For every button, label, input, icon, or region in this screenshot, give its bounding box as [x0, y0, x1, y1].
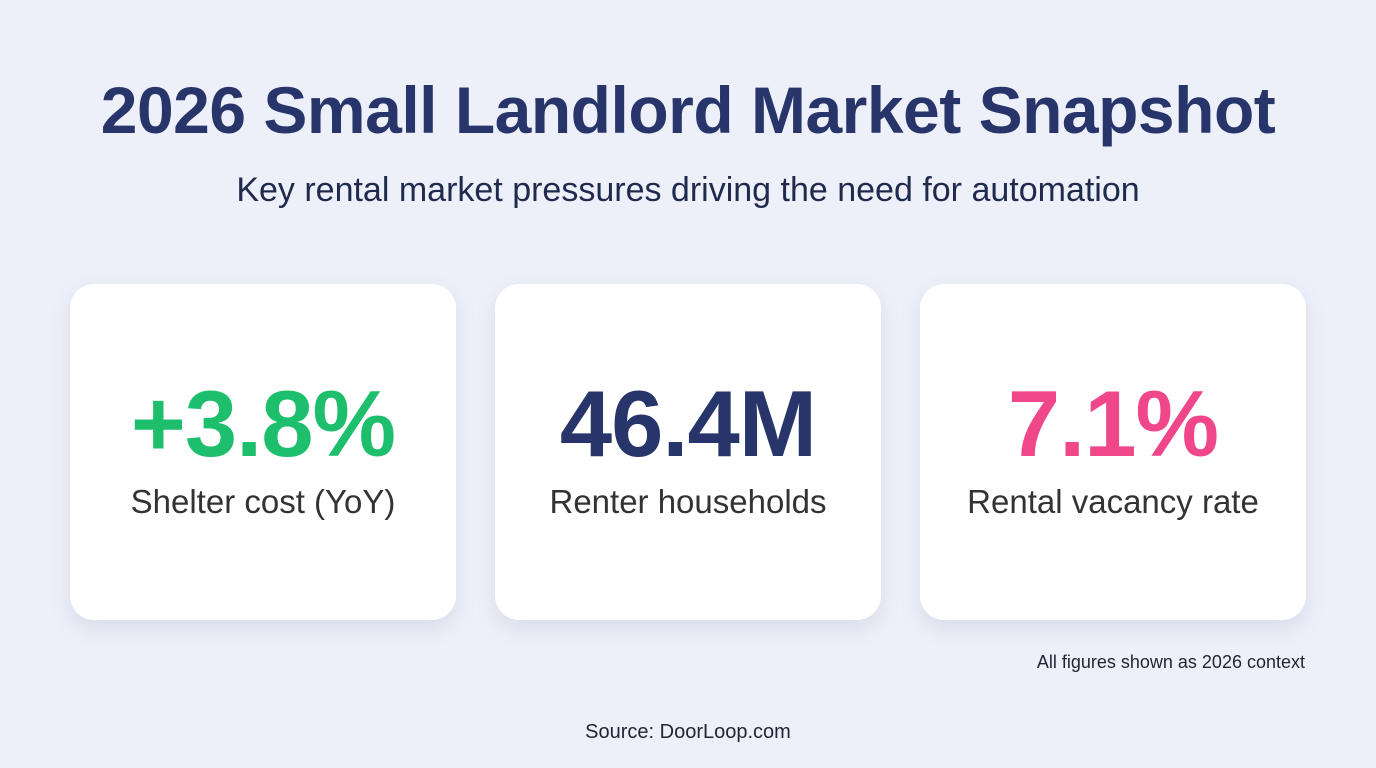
stat-value: +3.8%	[130, 371, 396, 476]
stat-label: Renter households	[549, 483, 827, 520]
source-credit: Source: DoorLoop.com	[585, 721, 791, 743]
page-title: 2026 Small Landlord Market Snapshot	[100, 73, 1276, 147]
stat-value: 46.4M	[559, 371, 817, 476]
stat-card-shelter-cost: +3.8% Shelter cost (YoY)	[70, 284, 456, 620]
stat-label: Rental vacancy rate	[967, 483, 1259, 520]
stat-card-vacancy-rate: 7.1% Rental vacancy rate	[920, 284, 1306, 620]
stat-label: Shelter cost (YoY)	[130, 483, 396, 520]
stat-card-renter-households: 46.4M Renter households	[495, 284, 881, 620]
page-subtitle: Key rental market pressures driving the …	[236, 171, 1140, 209]
context-note: All figures shown as 2026 context	[1036, 652, 1305, 672]
stat-value: 7.1%	[1007, 371, 1219, 476]
